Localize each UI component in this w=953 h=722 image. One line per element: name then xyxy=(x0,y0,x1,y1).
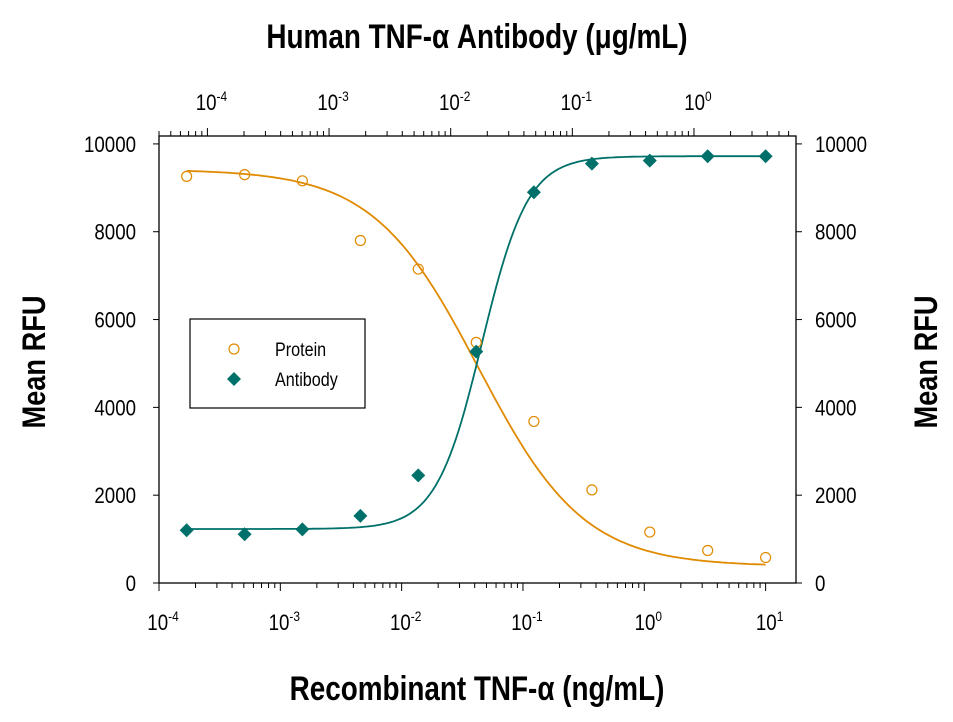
point-protein xyxy=(181,170,193,182)
x-tick-label: 10-1 xyxy=(511,608,542,635)
legend-antibody-marker xyxy=(227,372,241,386)
legend-box xyxy=(189,318,366,409)
y-left-tick-label: 4000 xyxy=(94,397,136,421)
x-tick-label: 10-2 xyxy=(390,608,421,635)
top-x-tick-label: 10-4 xyxy=(196,88,227,115)
x-axis-title: Recombinant TNF-α (ng/mL) xyxy=(290,669,665,707)
point-antibody xyxy=(237,527,252,542)
y-left-tick-label: 6000 xyxy=(94,309,136,333)
point-protein xyxy=(644,526,656,538)
y-left-tick-label: 8000 xyxy=(94,221,136,245)
legend-protein-marker xyxy=(228,343,240,355)
axes: 10-4 10-3 10-2 10-1 100 101 10-4 10-3 10-2 10-1 10… xyxy=(84,88,867,635)
top-x-tick-label: 10-3 xyxy=(317,88,348,115)
x-tick-label: 10-4 xyxy=(147,608,178,635)
point-protein xyxy=(760,551,772,564)
point-protein xyxy=(528,415,540,428)
point-antibody xyxy=(295,522,310,537)
point-protein xyxy=(586,484,598,496)
legend-antibody-label: Antibody xyxy=(275,369,338,391)
point-protein xyxy=(354,234,366,247)
point-antibody xyxy=(642,153,657,168)
y-right-tick-label: 4000 xyxy=(815,397,857,421)
point-antibody xyxy=(584,156,599,171)
y-left-tick-label: 10000 xyxy=(84,134,136,158)
y-right-tick-label: 2000 xyxy=(815,485,857,509)
point-protein xyxy=(239,169,251,181)
point-antibody xyxy=(353,508,368,523)
x-tick-label: 100 xyxy=(635,608,662,635)
data-points xyxy=(179,149,773,564)
fit-curves xyxy=(186,155,766,566)
point-antibody xyxy=(700,149,715,164)
point-protein xyxy=(702,544,714,557)
top-x-tick-label: 10-2 xyxy=(439,88,470,115)
point-protein xyxy=(412,263,424,275)
plot-frame xyxy=(158,135,797,584)
x-tick-label: 101 xyxy=(756,608,783,635)
top-x-tick-label: 100 xyxy=(684,88,711,115)
top-x-tick-label: 10-1 xyxy=(561,88,592,115)
y-right-tick-label: 0 xyxy=(815,573,825,597)
top-axis-title: Human TNF-α Antibody (μg/mL) xyxy=(266,17,687,55)
y-axis-title-left: Mean RFU xyxy=(17,296,53,429)
point-antibody xyxy=(179,523,194,538)
y-right-tick-label: 10000 xyxy=(815,134,867,158)
legend: Protein Antibody xyxy=(189,318,366,409)
y-left-tick-label: 0 xyxy=(126,573,136,597)
fit-curve-antibody xyxy=(186,155,766,530)
legend-protein-label: Protein xyxy=(275,339,326,361)
point-protein xyxy=(296,175,308,187)
y-left-tick-label: 2000 xyxy=(94,485,136,509)
point-antibody xyxy=(758,149,773,164)
y-right-tick-label: 8000 xyxy=(815,221,857,245)
y-right-tick-label: 6000 xyxy=(815,309,857,333)
y-axis-title-right: Mean RFU xyxy=(909,296,945,429)
point-antibody xyxy=(411,468,426,483)
point-antibody xyxy=(469,344,484,359)
x-tick-label: 10-3 xyxy=(269,608,300,635)
point-antibody xyxy=(526,185,541,200)
